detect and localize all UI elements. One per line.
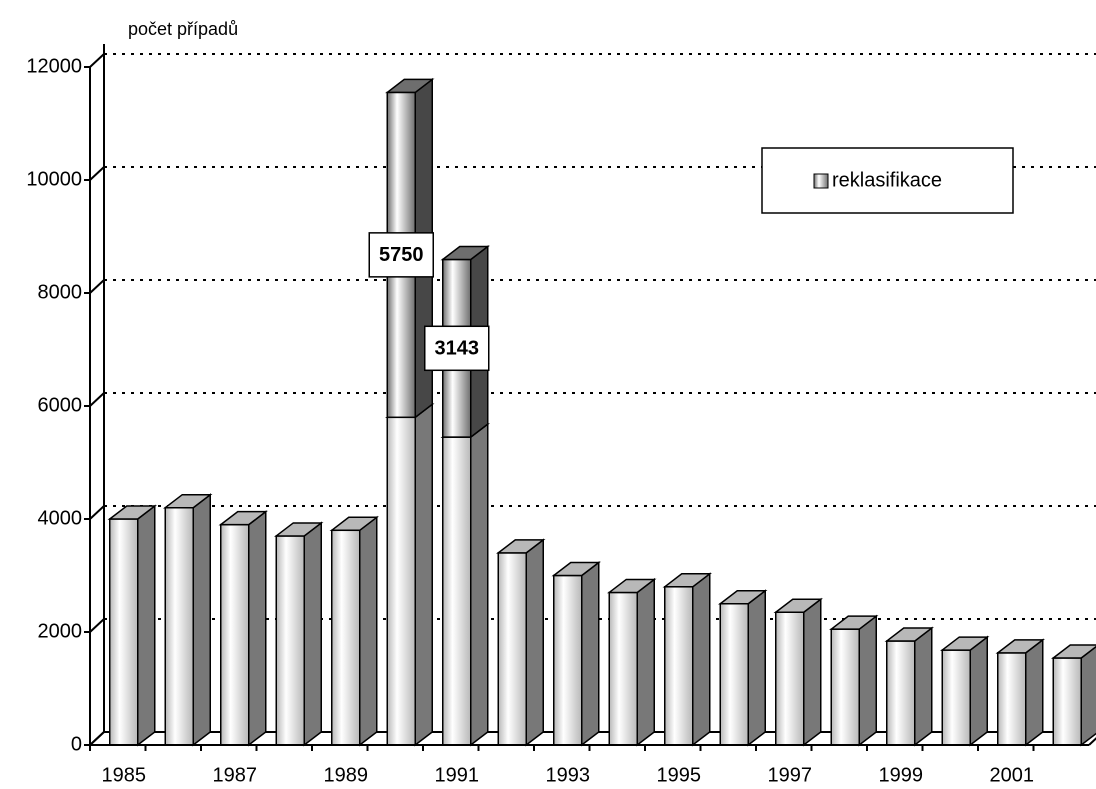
bar-top [440,245,490,261]
bar-side-shade [692,573,710,745]
bar-top [940,636,990,651]
y-tick-label: 8000 [38,281,83,303]
bar-side-shade [137,506,155,745]
data-label: 3143 [435,338,480,360]
bar-top [385,78,435,94]
bar-top [607,578,657,594]
y-tick-depth [89,505,105,520]
bar [886,640,916,746]
x-tick-label: 2001 [990,764,1035,786]
bar [997,652,1027,746]
bar-top [107,505,157,520]
bar-side-shade [803,599,821,745]
bar-side-shade [359,517,377,745]
bar-side-shade [415,404,433,745]
x-tick-label: 1995 [657,764,702,786]
x-tick-label: 1991 [435,764,480,786]
bar-top [163,493,213,509]
x-tick-label: 1997 [768,764,813,786]
legend-label: reklasifikace [832,169,942,191]
data-label-box [368,232,434,278]
bar-top [884,627,934,642]
x-tick-label: 1999 [879,764,924,786]
y-axis-label: počet případů [128,19,238,39]
bar-top [551,561,601,577]
bar [164,506,194,746]
bar [941,649,971,746]
bar-side-shade [970,637,988,745]
y-tick-label: 12000 [26,55,82,77]
bar-top [829,615,879,630]
bar-top [274,522,324,537]
bar [830,628,860,746]
bar-side-shade [1025,639,1043,745]
y-tick-depth [89,279,105,294]
bar [664,586,694,746]
y-tick-depth [89,392,105,407]
bar-top [995,639,1045,654]
bar [275,535,305,746]
bar [1052,657,1082,746]
bar [608,591,638,746]
bar-side-shade [193,494,211,745]
bar-top [718,590,768,605]
x-tick-label: 1989 [324,764,369,786]
data-label: 5750 [379,244,424,266]
y-tick-depth [89,166,105,181]
bar-side-shade [470,424,488,745]
y-tick-depth [89,731,105,746]
bar-side-shade [637,579,655,745]
bar-top [773,598,823,613]
x-tick-label: 1985 [102,764,147,786]
bar [775,611,805,746]
bar [719,603,749,746]
y-tick-label: 10000 [26,168,82,190]
bar-top [1051,644,1096,659]
bar [497,552,527,746]
bar [386,416,416,746]
bar-side-shade [581,562,599,745]
x-tick-label: 1987 [213,764,258,786]
bar-side-shade [1081,646,1096,745]
bar [109,518,139,746]
bar-top [496,539,546,554]
x-tick-label: 1993 [546,764,591,786]
y-tick-label: 2000 [38,620,83,642]
bar-top [662,573,712,588]
bar [442,436,472,746]
legend-box [761,147,1014,214]
bar [220,523,250,746]
bar-top [218,510,268,526]
y-tick-depth [89,618,105,633]
y-tick-label: 4000 [38,507,83,529]
data-label-box [424,325,490,372]
bar-side-shade [248,511,266,745]
legend-swatch [813,173,829,189]
bar-side-shade [526,539,544,745]
bar-side-shade [859,616,877,745]
bar-side-shade [304,522,322,745]
bar-side-shade [748,590,766,745]
bar [553,574,583,746]
y-tick-label: 6000 [38,394,83,416]
bar [331,529,361,746]
y-tick-depth [89,53,105,68]
x-axis-depth [1088,737,1096,746]
bar-side-shade [914,628,932,745]
y-tick-label: 0 [71,733,82,755]
bar-top [329,516,379,532]
